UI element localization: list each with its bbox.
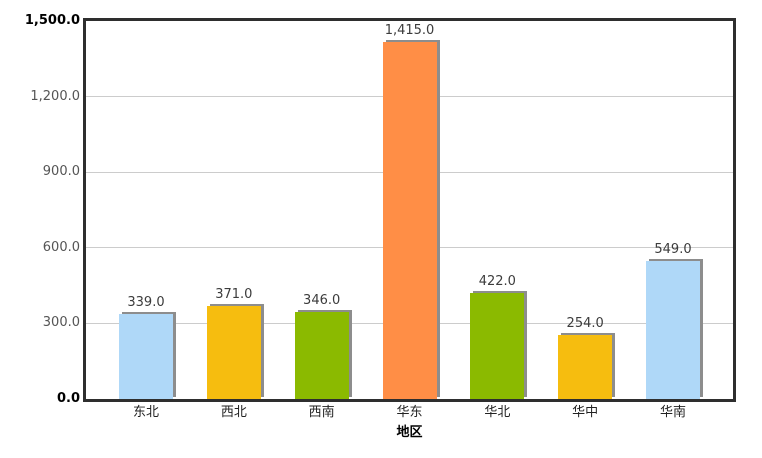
x-category-label: 华北 — [484, 405, 511, 420]
bar-value-label: 346.0 — [303, 292, 341, 308]
x-axis-title: 地区 — [396, 425, 423, 440]
plot-area — [86, 21, 733, 399]
bar-value-label: 549.0 — [654, 241, 692, 257]
bar[interactable] — [470, 292, 525, 399]
bar[interactable] — [558, 335, 613, 399]
y-tick-label: 600.0 — [42, 239, 80, 255]
y-tick-label: 0.0 — [56, 391, 80, 406]
x-category-label: 西南 — [308, 405, 335, 420]
bar-value-label: 339.0 — [127, 294, 165, 310]
plot-frame — [83, 18, 736, 402]
x-category-label: 华东 — [396, 405, 423, 420]
bar[interactable] — [294, 311, 349, 399]
x-category-label: 华中 — [572, 405, 599, 420]
bar-value-label: 422.0 — [478, 273, 516, 289]
x-category-label: 西北 — [220, 405, 247, 420]
y-tick-label: 1,200.0 — [30, 88, 80, 104]
bar[interactable] — [382, 42, 437, 399]
bar[interactable] — [206, 305, 261, 399]
bar-value-label: 254.0 — [566, 315, 604, 331]
x-category-label: 东北 — [132, 405, 159, 420]
bar[interactable] — [646, 260, 700, 399]
y-tick-label: 900.0 — [42, 164, 80, 180]
bar-value-label: 371.0 — [215, 286, 253, 302]
bar[interactable] — [119, 313, 173, 399]
y-tick-label: 300.0 — [42, 315, 80, 331]
x-category-label: 华南 — [659, 405, 686, 420]
y-tick-label: 1,500.0 — [24, 13, 80, 28]
bar-value-label: 1,415.0 — [384, 23, 435, 39]
